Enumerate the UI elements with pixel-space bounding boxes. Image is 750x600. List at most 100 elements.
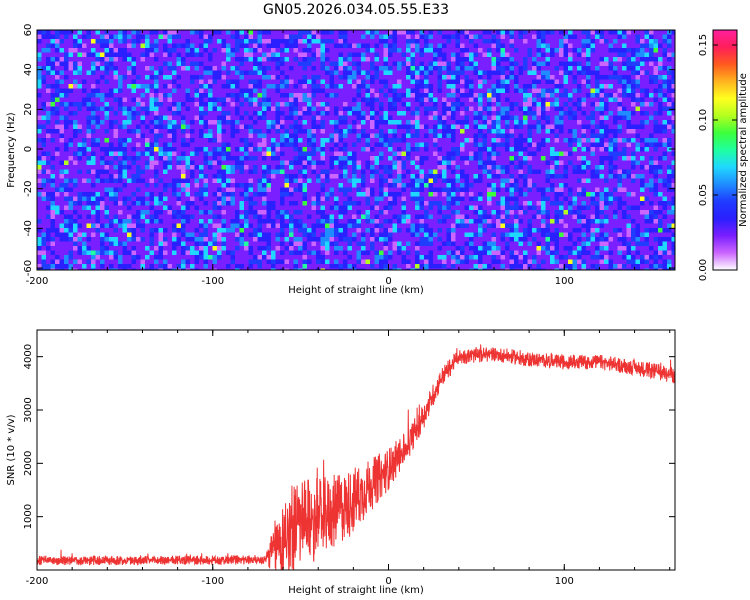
heatmap-cell <box>356 48 362 53</box>
heatmap-cell <box>379 57 384 62</box>
heatmap-cell <box>221 169 227 175</box>
heatmap-cell <box>131 88 137 94</box>
heatmap-cell <box>217 183 222 188</box>
heatmap-cell <box>361 151 366 157</box>
heatmap-cell <box>455 61 461 67</box>
heatmap-cell <box>280 169 285 175</box>
heatmap-cell <box>536 129 542 134</box>
heatmap-cell <box>392 133 398 139</box>
heatmap-cell <box>464 165 470 170</box>
heatmap-cell <box>163 115 168 121</box>
heatmap-cell <box>122 75 128 80</box>
heatmap-cell <box>307 129 312 134</box>
heatmap-cell <box>289 66 294 71</box>
heatmap-cell <box>311 43 317 49</box>
heatmap-cell <box>379 129 384 134</box>
heatmap-cell <box>451 133 456 139</box>
heatmap-cell <box>388 79 393 85</box>
heatmap-cell <box>608 142 614 148</box>
heatmap-cell <box>329 93 335 98</box>
heatmap-cell <box>464 70 470 76</box>
heatmap-cell <box>442 57 447 62</box>
heatmap-cell <box>469 102 474 107</box>
heatmap-cell <box>41 174 47 179</box>
heatmap-cell <box>658 102 663 107</box>
heatmap-cell <box>622 48 627 53</box>
heatmap-cell <box>617 174 623 179</box>
heatmap-cell <box>343 30 348 35</box>
heatmap-cell <box>586 97 591 103</box>
heatmap-cell <box>257 88 263 94</box>
heatmap-cell <box>325 129 330 134</box>
heatmap-cell <box>586 138 591 143</box>
heatmap-cell <box>302 88 308 94</box>
heatmap-cell <box>437 30 443 35</box>
heatmap-cell <box>473 115 479 121</box>
heatmap-cell <box>352 43 357 49</box>
heatmap-cell <box>446 120 452 125</box>
heatmap-cell <box>442 93 447 98</box>
heatmap-cell <box>662 34 668 40</box>
heatmap-cell <box>149 111 155 116</box>
heatmap-cell <box>653 111 659 116</box>
heatmap-cell <box>95 174 101 179</box>
heatmap-cell <box>397 48 402 53</box>
heatmap-cell <box>158 151 164 157</box>
heatmap-cell <box>172 133 177 139</box>
heatmap-cell <box>667 178 672 184</box>
heatmap-cell <box>482 93 488 98</box>
heatmap-cell <box>433 120 438 125</box>
heatmap-cell <box>352 88 357 94</box>
heatmap-cell <box>419 66 425 71</box>
heatmap-cell <box>91 124 96 130</box>
heatmap-cell <box>140 147 146 152</box>
heatmap-cell <box>149 151 155 157</box>
heatmap-cell <box>343 174 348 179</box>
heatmap-cell <box>370 106 375 112</box>
heatmap-cell <box>176 165 182 170</box>
heatmap-cell <box>86 169 92 175</box>
heatmap-cell <box>73 48 78 53</box>
heatmap-cell <box>487 115 492 121</box>
heatmap-cell <box>550 30 555 35</box>
heatmap-cell <box>127 106 132 112</box>
heatmap-cell <box>424 39 429 44</box>
heatmap-cell <box>577 61 582 67</box>
heatmap-cell <box>55 178 60 184</box>
heatmap-cell <box>586 174 591 179</box>
heatmap-cell <box>145 106 150 112</box>
heatmap-cell <box>392 61 398 67</box>
heatmap-cell <box>572 174 578 179</box>
heatmap-cell <box>293 52 299 58</box>
heatmap-cell <box>473 61 479 67</box>
heatmap-cell <box>316 138 321 143</box>
heatmap-cell <box>46 57 51 62</box>
heatmap-cell <box>316 57 321 62</box>
heatmap-cell <box>478 34 483 40</box>
heatmap-cell <box>226 178 231 184</box>
heatmap-cell <box>221 174 227 179</box>
heatmap-cell <box>608 66 614 71</box>
heatmap-cell <box>109 88 114 94</box>
heatmap-cell <box>59 151 65 157</box>
heatmap-cell <box>671 75 675 80</box>
heatmap-cell <box>410 79 416 85</box>
heatmap-cell <box>338 169 344 175</box>
heatmap-cell <box>46 88 51 94</box>
heatmap-cell <box>482 30 488 35</box>
heatmap-cell <box>140 57 146 62</box>
heatmap-cell <box>635 120 641 125</box>
heatmap-cell <box>554 142 560 148</box>
heatmap-cell <box>212 43 218 49</box>
heatmap-cell <box>532 84 537 89</box>
heatmap-cell <box>635 43 641 49</box>
heatmap-cell <box>307 79 312 85</box>
heatmap-cell <box>298 106 303 112</box>
heatmap-cell <box>37 43 42 49</box>
heatmap-cell <box>293 120 299 125</box>
heatmap-cell <box>649 39 654 44</box>
heatmap-cell <box>194 160 200 166</box>
heatmap-cell <box>640 165 645 170</box>
heatmap-cell <box>379 70 384 76</box>
heatmap-cell <box>419 88 425 94</box>
